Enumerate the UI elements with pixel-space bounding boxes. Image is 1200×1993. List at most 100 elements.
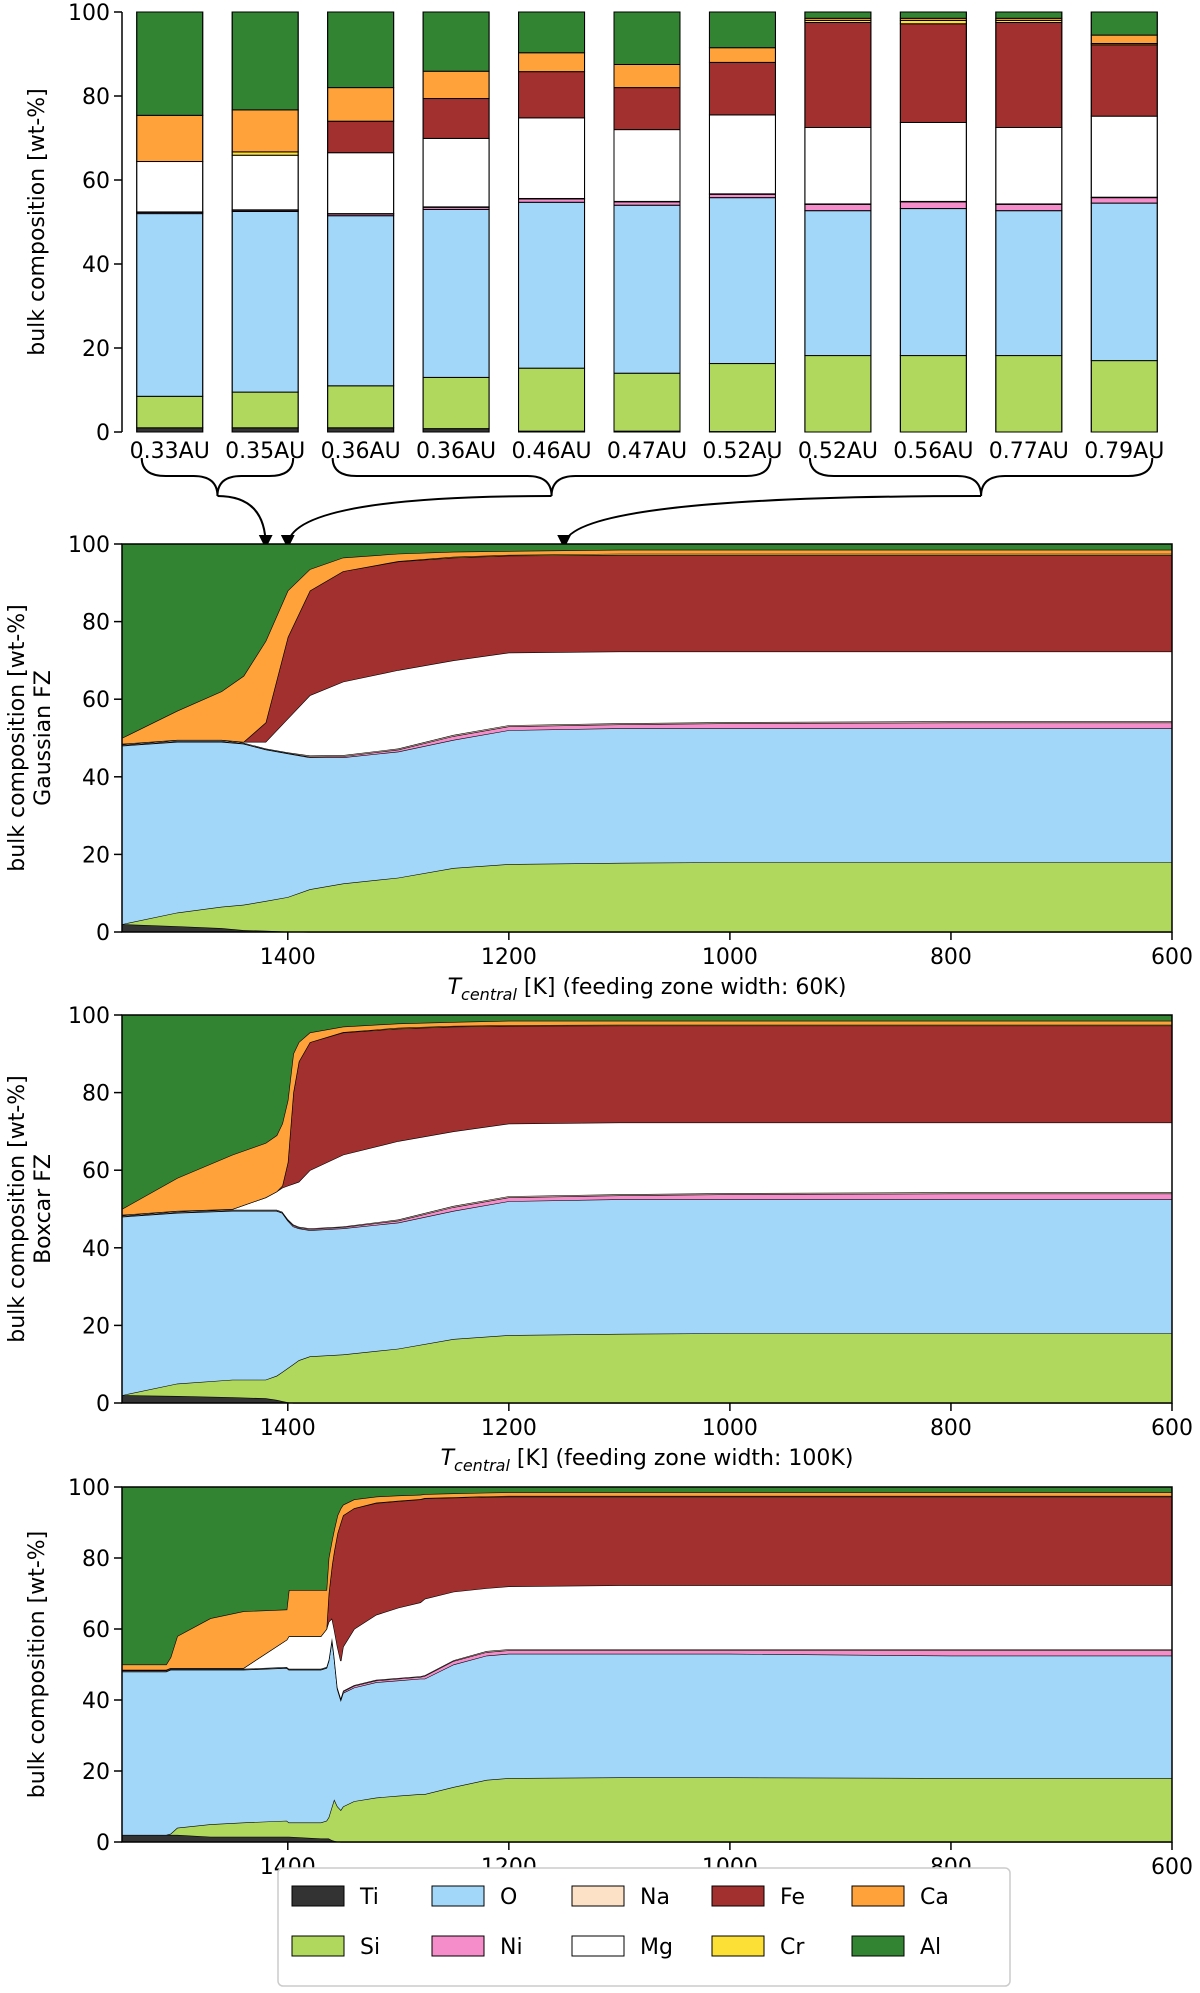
bar-segment-al	[136, 11, 204, 116]
bar-segment-o	[804, 210, 872, 357]
legend-swatch-cr	[711, 1935, 765, 1957]
bar-segment-si	[231, 391, 299, 429]
bar-segment-si	[422, 376, 490, 430]
area-band-o	[122, 1199, 1172, 1396]
bar-category-label: 0.33AU	[130, 439, 210, 464]
bar-segment-o	[422, 208, 490, 378]
bar-segment-ti	[422, 428, 490, 433]
bar-segment-fe	[327, 120, 395, 154]
y-axis-label: bulk composition [wt-%]	[25, 88, 50, 356]
bar-segment-si	[613, 372, 681, 432]
y-tick-label: 60	[82, 169, 110, 194]
legend-swatch-o	[431, 1885, 485, 1907]
bar-outline	[518, 11, 586, 433]
area-band-ni	[122, 1193, 1172, 1231]
bar-outline	[899, 11, 967, 433]
gaussian-fz-panel: 0 20 40 60 80 100 bulk composition [wt-%] Gauss…	[5, 533, 1193, 1004]
bar-segment-o	[327, 215, 395, 387]
bar-category-label: 0.52AU	[798, 439, 878, 464]
y-tick-label: 0	[96, 921, 110, 946]
legend-label-al: Al	[920, 1935, 941, 1960]
legend-swatch-al	[851, 1935, 905, 1957]
bar-segment-al	[708, 11, 776, 49]
bar-category-label: 0.36AU	[321, 439, 401, 464]
bar-segment-ca	[1090, 34, 1158, 44]
y-tick-label: 100	[68, 1476, 110, 1501]
y-tick-label: 0	[96, 1392, 110, 1417]
area-band-ni	[122, 1638, 1172, 1700]
bar-segment-fe	[613, 87, 681, 131]
area-band-fe	[122, 1496, 1172, 1670]
bar-segment-mg	[899, 121, 967, 202]
area-band-ca	[122, 1020, 1172, 1215]
area-band-fe	[122, 1025, 1172, 1215]
group-arrow	[217, 495, 273, 549]
y-tick-label: 20	[82, 1314, 110, 1339]
x-tick-label: 1200	[481, 945, 537, 970]
y-tick-label: 40	[82, 253, 110, 278]
y-tick-label: 80	[82, 85, 110, 110]
y-tick-label: 20	[82, 1760, 110, 1785]
y-tick-label: 20	[82, 337, 110, 362]
bar-segment-ti	[136, 427, 204, 433]
bar-segment-ca	[136, 114, 204, 163]
area-band-ti	[122, 924, 1172, 932]
area-band-al	[122, 544, 1172, 738]
bar-segment-ni	[1090, 197, 1158, 204]
legend-label-ti: Ti	[359, 1885, 379, 1910]
y-axis-label: bulk composition [wt-%]	[5, 1075, 30, 1343]
y-tick-label: 100	[68, 533, 110, 558]
x-axis-label-symbol: T	[448, 975, 463, 1000]
bar-segment-fe	[899, 23, 967, 123]
bar-segment-mg	[136, 161, 204, 213]
area-band-o	[122, 728, 1172, 925]
bar-segment-ca	[613, 64, 681, 89]
bar-segment-si	[899, 355, 967, 433]
area-band-o	[122, 1639, 1172, 1835]
bar-segment-si	[518, 367, 586, 432]
legend-label-mg: Mg	[640, 1935, 673, 1960]
area-band-mg	[122, 1585, 1172, 1699]
x-axis-label: Tcentral [K] (feeding zone width: 100K)	[441, 1446, 854, 1475]
bar-category-label: 0.47AU	[607, 439, 687, 464]
area-band-fe	[122, 554, 1172, 744]
area-band-ca	[122, 1492, 1172, 1670]
group-arrow	[557, 495, 982, 549]
bar-category-label: 0.35AU	[225, 439, 305, 464]
y-tick-label: 100	[68, 1004, 110, 1029]
x-tick-label: 800	[930, 1416, 972, 1441]
bar-segment-o	[899, 208, 967, 357]
bar-chart-panel: 0.33AU 0.35AU 0.36AU 0.36AU 0.46AU 0.47AU 0.52…	[25, 1, 1164, 464]
bar-segment-ni	[613, 201, 681, 206]
bar-category-label: 0.36AU	[416, 439, 496, 464]
bar-segment-al	[1090, 11, 1158, 36]
legend-swatch-ti	[291, 1885, 345, 1907]
boxcar-fz-panel: 0 20 40 60 80 100 bulk composition [wt-%] Boxca…	[5, 1004, 1193, 1475]
bar-segment-mg	[1090, 115, 1158, 198]
bar-segment-fe	[804, 22, 872, 128]
legend-swatch-fe	[711, 1885, 765, 1907]
bar-segment-si	[995, 355, 1063, 433]
legend-label-si: Si	[360, 1935, 380, 1960]
plot-frame	[121, 543, 1173, 933]
legend-swatch-si	[291, 1935, 345, 1957]
y-tick-label: 0	[96, 421, 110, 446]
bar-segment-mg	[518, 117, 586, 199]
bar-segment-al	[804, 11, 872, 19]
y-axis-label: bulk composition [wt-%]	[25, 1531, 50, 1799]
area-band-si	[122, 1777, 1172, 1842]
x-tick-label: 1400	[260, 1416, 316, 1441]
bar-outline	[136, 11, 204, 433]
legend-swatch-ca	[851, 1885, 905, 1907]
bar-segment-al	[518, 11, 586, 54]
legend-label-fe: Fe	[780, 1885, 805, 1910]
y-axis-label: bulk composition [wt-%]	[5, 604, 30, 872]
bar-segment-fe	[1090, 44, 1158, 117]
legend-label-ca: Ca	[920, 1885, 949, 1910]
x-tick-label: 800	[930, 945, 972, 970]
bar-segment-ti	[327, 427, 395, 433]
area-band-na	[122, 1637, 1172, 1699]
y-tick-label: 80	[82, 611, 110, 636]
y-tick-label: 20	[82, 843, 110, 868]
